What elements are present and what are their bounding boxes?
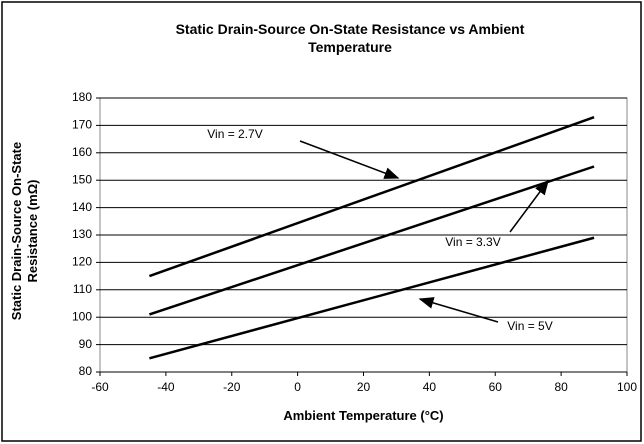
x-tick-label: -40	[157, 380, 175, 394]
x-tick-label: 0	[294, 380, 301, 394]
y-tick-label: 160	[72, 145, 92, 159]
y-tick-label: 90	[79, 337, 93, 351]
x-tick-label: 100	[617, 380, 637, 394]
annotation: Vin = 5V	[507, 319, 552, 333]
annotation-arrow	[509, 179, 549, 233]
series-line	[149, 165, 595, 316]
series-line	[148, 116, 595, 278]
y-tick-label: 140	[72, 200, 92, 214]
annotation: Vin = 2.7V	[207, 127, 263, 141]
y-tick-label: 150	[72, 172, 92, 186]
x-tick-label: 80	[554, 380, 568, 394]
y-tick-label: 180	[72, 90, 92, 104]
chart-title: Static Drain-Source On-State Resistance …	[175, 21, 525, 55]
y-tick-label: 170	[72, 118, 92, 132]
x-tick-label: -60	[91, 380, 109, 394]
y-axis-label: Static Drain-Source On-State Resistance …	[9, 141, 40, 321]
y-tick-label: 120	[72, 255, 92, 269]
annotation-arrow	[299, 140, 400, 179]
x-tick-label: 40	[423, 380, 437, 394]
x-tick-label: 20	[357, 380, 371, 394]
y-tick-label: 80	[79, 364, 93, 378]
x-tick-label: -20	[223, 380, 241, 394]
x-axis-label: Ambient Temperature (°C)	[283, 408, 444, 423]
annotation-arrow	[418, 297, 499, 323]
y-tick-label: 130	[72, 227, 92, 241]
series-line	[149, 236, 595, 360]
x-tick-label: 60	[489, 380, 503, 394]
y-tick-label: 110	[73, 282, 92, 296]
y-tick-label: 100	[72, 309, 92, 323]
annotation: Vin = 3.3V	[445, 235, 501, 249]
